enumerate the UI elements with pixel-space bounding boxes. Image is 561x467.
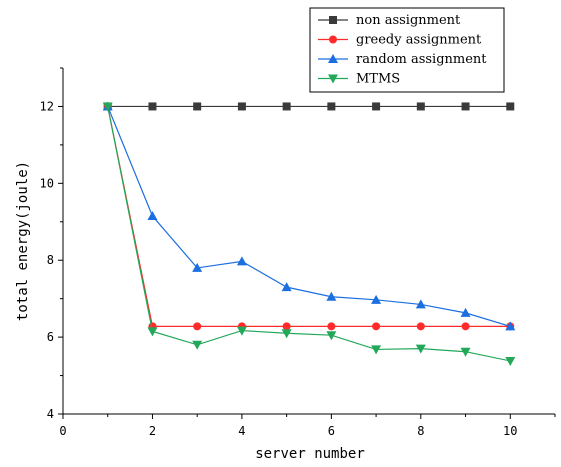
x-axis-label: server number bbox=[255, 446, 365, 462]
legend-marker bbox=[329, 35, 337, 44]
series-layer bbox=[102, 101, 516, 366]
data-point bbox=[327, 102, 336, 111]
data-point bbox=[461, 102, 470, 111]
x-tick-label: 6 bbox=[328, 424, 335, 438]
data-point bbox=[237, 102, 246, 111]
data-point bbox=[506, 102, 515, 111]
data-point bbox=[461, 322, 470, 331]
data-point bbox=[371, 345, 382, 355]
y-tick-label: 4 bbox=[47, 407, 54, 421]
series-non-assignment bbox=[103, 102, 515, 111]
series-mtms bbox=[102, 102, 516, 366]
data-point bbox=[326, 291, 337, 301]
series-line bbox=[107, 106, 511, 362]
series-line bbox=[107, 106, 511, 327]
data-point bbox=[282, 102, 291, 111]
data-point bbox=[192, 262, 203, 272]
data-point bbox=[326, 331, 337, 341]
legend-label: greedy assignment bbox=[356, 33, 482, 48]
axes: 0 2 4 6 8 10 4 6 8 10 12 bbox=[40, 67, 556, 438]
data-point bbox=[148, 102, 157, 111]
data-point bbox=[281, 329, 292, 339]
data-point bbox=[460, 307, 471, 317]
data-point bbox=[415, 344, 426, 354]
data-point bbox=[147, 327, 158, 337]
data-point bbox=[236, 256, 247, 266]
data-point bbox=[416, 102, 425, 111]
data-point bbox=[371, 294, 382, 304]
data-point bbox=[236, 326, 247, 336]
legend-label: random assignment bbox=[356, 52, 487, 67]
data-point bbox=[505, 321, 516, 331]
data-point bbox=[415, 299, 426, 309]
legend-label: MTMS bbox=[356, 72, 400, 87]
data-point bbox=[192, 340, 203, 350]
data-point bbox=[193, 102, 202, 111]
data-point bbox=[505, 356, 516, 366]
legend-marker bbox=[328, 74, 338, 84]
y-tick-label: 10 bbox=[40, 176, 54, 190]
data-point bbox=[281, 282, 292, 292]
data-point bbox=[372, 322, 381, 331]
data-point bbox=[193, 322, 202, 331]
data-point bbox=[372, 102, 381, 111]
data-point bbox=[147, 211, 158, 221]
legend: non assignment greedy assignment random as… bbox=[309, 7, 505, 93]
data-point bbox=[460, 347, 471, 357]
series-random-assignment bbox=[102, 101, 516, 331]
series-greedy-assignment bbox=[103, 102, 515, 331]
y-axis-label: total energy(joule) bbox=[15, 161, 31, 321]
x-tick-label: 8 bbox=[417, 424, 424, 438]
y-tick-label: 8 bbox=[47, 253, 54, 267]
x-tick-label: 0 bbox=[59, 424, 66, 438]
data-point bbox=[102, 102, 113, 112]
data-point bbox=[282, 322, 291, 331]
y-tick-label: 6 bbox=[47, 330, 54, 344]
legend-label: non assignment bbox=[356, 13, 461, 28]
legend-marker bbox=[329, 16, 337, 24]
y-tick-label: 12 bbox=[40, 99, 54, 113]
series-line bbox=[107, 106, 511, 327]
x-tick-label: 10 bbox=[503, 424, 517, 438]
data-point bbox=[416, 322, 425, 331]
data-point bbox=[327, 322, 336, 331]
x-tick-label: 2 bbox=[149, 424, 156, 438]
x-tick-label: 4 bbox=[238, 424, 245, 438]
legend-marker bbox=[328, 54, 338, 63]
